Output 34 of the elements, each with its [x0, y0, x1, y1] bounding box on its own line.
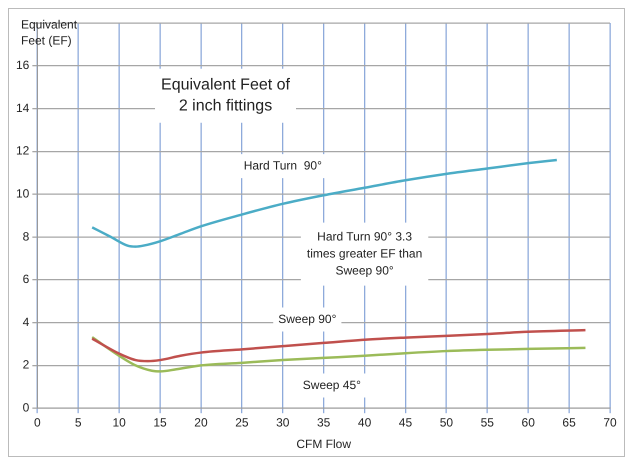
y-axis-title: Equivalent Feet (EF)	[21, 17, 78, 48]
x-tick-label: 65	[562, 416, 576, 430]
x-tick-label: 25	[235, 416, 249, 430]
y-tick-label: 8	[22, 229, 30, 244]
x-tick-label: 60	[522, 416, 536, 430]
x-tick-label: 10	[112, 416, 126, 430]
text: Equivalent Feet of 2 inch fittings	[161, 76, 291, 115]
x-tick-label: 30	[276, 416, 290, 430]
x-tick-label: 70	[603, 416, 617, 430]
x-tick-label: 20	[194, 416, 208, 430]
x-tick-label: 55	[480, 416, 494, 430]
x-tick-label: 45	[398, 416, 412, 430]
x-tick-label: 15	[153, 416, 168, 430]
y-tick-label: 0	[22, 400, 30, 415]
x-tick-label: 50	[440, 416, 454, 430]
y-tick-label: 14	[16, 100, 30, 115]
line-series	[90, 328, 587, 362]
y-tick-label: 12	[16, 144, 30, 158]
x-axis-title: CFM Flow	[296, 437, 352, 452]
series-label: Sweep 45°	[302, 378, 362, 392]
y-tick-label: 4	[22, 314, 30, 329]
x-tick-label: 35	[316, 416, 331, 430]
line-series	[90, 158, 558, 248]
x-tick-label: 0	[34, 416, 42, 430]
annotation: Hard Turn 90° 3.3 times greater EF than Sweep 90°	[306, 229, 422, 278]
series-label: Sweep 90°	[278, 312, 337, 326]
x-tick-label: 5	[74, 416, 82, 430]
y-tick-label: 16	[16, 58, 30, 72]
y-tick-label: 6	[22, 272, 30, 286]
y-tick-label: 10	[16, 186, 30, 201]
series-label: Hard Turn 90°	[244, 158, 322, 172]
y-tick-label: 2	[22, 358, 30, 372]
x-tick-label: 40	[358, 416, 372, 430]
line-series	[90, 336, 587, 373]
